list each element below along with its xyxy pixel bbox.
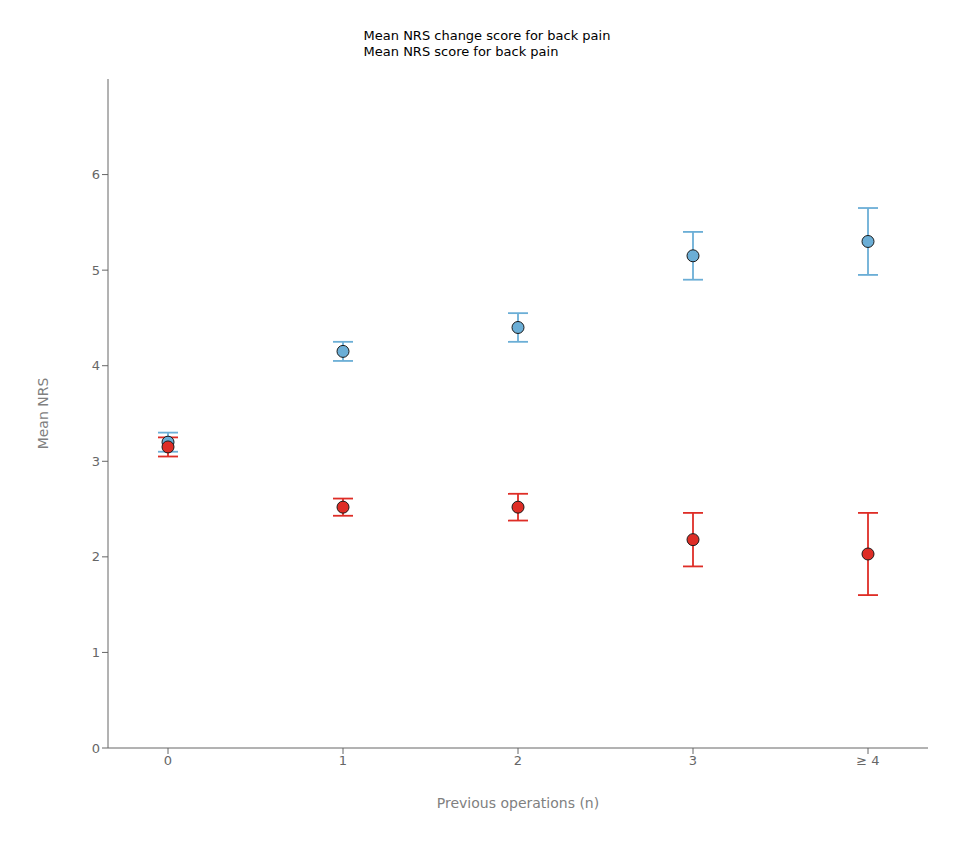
svg-text:Previous operations (n): Previous operations (n)	[437, 795, 599, 811]
html-text:Mean NRS score for back pain: Mean NRS score for back pain	[363, 43, 559, 59]
svg-text:3: 3	[689, 753, 697, 768]
svg-text:1: 1	[339, 753, 347, 768]
svg-text:5: 5	[92, 263, 100, 278]
svg-text:2: 2	[514, 753, 522, 768]
svg-text:2: 2	[92, 549, 100, 564]
svg-text:0: 0	[92, 741, 100, 756]
svg-text:≥ 4: ≥ 4	[856, 753, 879, 768]
svg-text:3: 3	[92, 454, 100, 469]
svg-text:1: 1	[92, 645, 100, 660]
svg-text:4: 4	[92, 358, 100, 373]
svg-text:0: 0	[164, 753, 172, 768]
svg-text:Mean NRS: Mean NRS	[35, 378, 51, 450]
svg-text:6: 6	[92, 167, 100, 182]
html-text:Mean NRS change score for back: Mean NRS change score for back pain	[363, 28, 611, 43]
